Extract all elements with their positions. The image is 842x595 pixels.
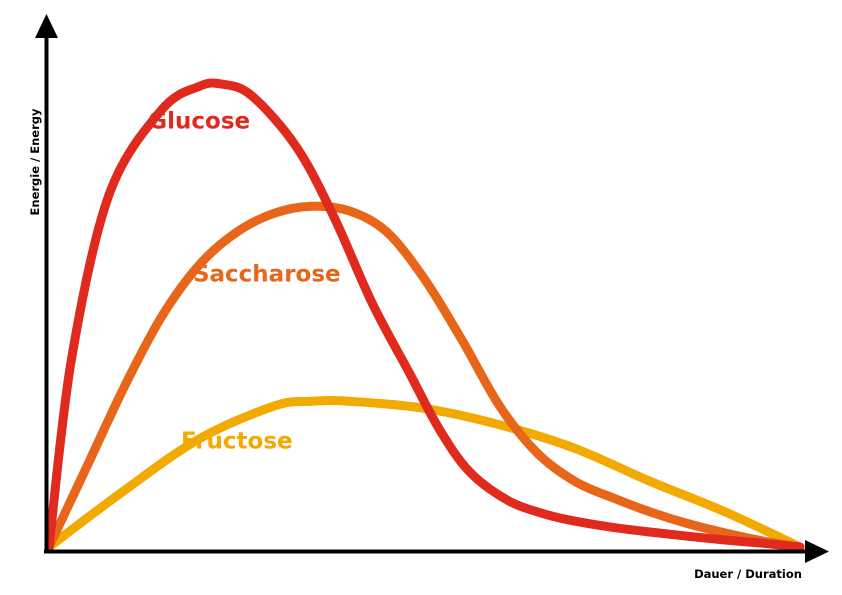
series-line-glucose	[44, 78, 805, 552]
x-axis-label: Dauer / Duration	[694, 567, 802, 581]
y-axis-label: Energie / Energy	[28, 108, 42, 215]
y-axis-arrow-icon	[35, 14, 58, 38]
series-label-fructose: Fructose	[181, 428, 293, 454]
series-labels: Glucose Saccharose Fructose	[148, 109, 340, 455]
series-label-glucose: Glucose	[148, 109, 250, 135]
series-line-saccharose	[44, 201, 805, 552]
series-curves	[44, 78, 805, 552]
series-label-saccharose: Saccharose	[193, 262, 341, 288]
x-axis-arrow-icon	[805, 540, 829, 563]
series-line-fructose	[44, 396, 805, 552]
